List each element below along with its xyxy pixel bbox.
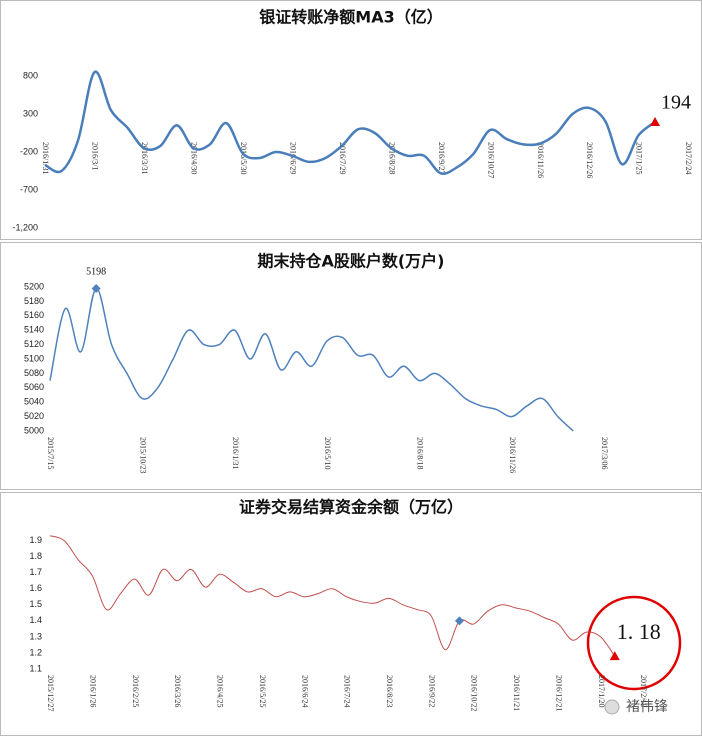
y-tick-label: 5100 (24, 353, 44, 363)
x-tick-label: 2016/3/1 (91, 142, 100, 170)
data-label: 5198 (86, 267, 106, 278)
y-tick-label: 800 (23, 70, 38, 80)
x-tick-label: 2016/5/30 (239, 142, 248, 174)
y-tick-label: -1,200 (12, 222, 38, 232)
y-tick-label: 1.7 (29, 567, 42, 577)
y-tick-label: 300 (23, 108, 38, 118)
y-tick-label: 5040 (24, 397, 44, 407)
point-marker (454, 616, 464, 626)
x-tick-label: 2016/3/26 (173, 675, 182, 707)
x-tick-label: 2016/4/30 (190, 142, 199, 174)
x-tick-label: 2017/1/25 (635, 142, 644, 174)
x-tick-label: 2016/8/23 (385, 675, 394, 707)
x-tick-label: 2017/3/06 (600, 437, 609, 469)
x-tick-label: 2016/1/26 (89, 675, 98, 707)
watermark: 褚伟锋 (626, 699, 668, 715)
point-marker (650, 117, 661, 127)
y-tick-label: 1.1 (29, 663, 42, 673)
chart-title: 银证转账净额MA3（亿） (259, 8, 442, 27)
x-tick-label: 2017/1/20 (597, 675, 606, 707)
point-marker (91, 283, 101, 293)
panel (0, 492, 702, 736)
x-tick-label: 2016/12/21 (554, 675, 563, 711)
data-label: 1. 18 (617, 619, 661, 644)
y-tick-label: 5160 (24, 310, 44, 320)
x-tick-label: 2016/10/22 (470, 675, 479, 711)
y-tick-label: 5120 (24, 339, 44, 349)
data-label: 194 (661, 92, 691, 114)
y-tick-label: 5200 (24, 281, 44, 291)
y-tick-label: 5000 (24, 425, 44, 435)
y-tick-label: 1.4 (29, 615, 42, 625)
x-tick-label: 2017/2/24 (684, 142, 693, 174)
x-tick-label: 2015/7/15 (46, 437, 55, 469)
y-tick-label: 5060 (24, 382, 44, 392)
watermark-icon (604, 699, 620, 715)
x-tick-label: 2016/6/24 (300, 675, 309, 707)
x-tick-label: 2016/7/29 (338, 142, 347, 174)
y-tick-label: -700 (20, 184, 38, 194)
point-marker (609, 651, 620, 661)
highlight-circle (586, 595, 682, 691)
x-tick-label: 2016/1/31 (41, 142, 50, 174)
y-tick-label: 1.3 (29, 631, 42, 641)
x-tick-label: 2016/11/26 (536, 142, 545, 178)
x-tick-label: 2016/2/25 (131, 675, 140, 707)
x-tick-label: 2017/2/19 (639, 675, 648, 707)
x-tick-label: 2016/8/28 (387, 142, 396, 174)
x-tick-label: 2016/9/22 (427, 675, 436, 707)
x-tick-label: 2015/10/23 (138, 437, 147, 473)
y-tick-label: -200 (20, 146, 38, 156)
x-tick-label: 2016/11/21 (512, 675, 521, 711)
panel (0, 242, 702, 490)
x-tick-label: 2016/12/26 (585, 142, 594, 178)
y-tick-label: 5080 (24, 368, 44, 378)
line (49, 535, 616, 657)
y-tick-label: 1.6 (29, 583, 42, 593)
y-tick-label: 5020 (24, 411, 44, 421)
y-tick-label: 5140 (24, 325, 44, 335)
x-tick-label: 2016/4/25 (216, 675, 225, 707)
x-tick-label: 2016/5/10 (323, 437, 332, 469)
x-tick-label: 2016/1/31 (231, 437, 240, 469)
x-tick-label: 2016/5/25 (258, 675, 267, 707)
y-tick-label: 1.2 (29, 647, 42, 657)
line (49, 287, 574, 432)
x-tick-label: 2016/11/26 (508, 437, 517, 473)
y-tick-label: 1.8 (29, 551, 42, 561)
x-tick-label: 2016/9/27 (437, 142, 446, 174)
chart-title: 期末持仓A股账户数(万户) (257, 252, 444, 271)
y-tick-label: 1.9 (29, 535, 42, 545)
x-tick-label: 2016/6/29 (288, 142, 297, 174)
y-tick-label: 1.5 (29, 599, 42, 609)
x-tick-label: 2016/10/27 (486, 142, 495, 178)
chart-title: 证券交易结算资金余额（万亿） (239, 498, 463, 517)
x-tick-label: 2015/12/27 (46, 675, 55, 711)
y-tick-label: 5180 (24, 296, 44, 306)
panel (0, 0, 702, 240)
line (44, 70, 656, 175)
x-tick-label: 2016/7/24 (343, 675, 352, 707)
x-tick-label: 2016/3/31 (140, 142, 149, 174)
x-tick-label: 2016/8/18 (415, 437, 424, 469)
